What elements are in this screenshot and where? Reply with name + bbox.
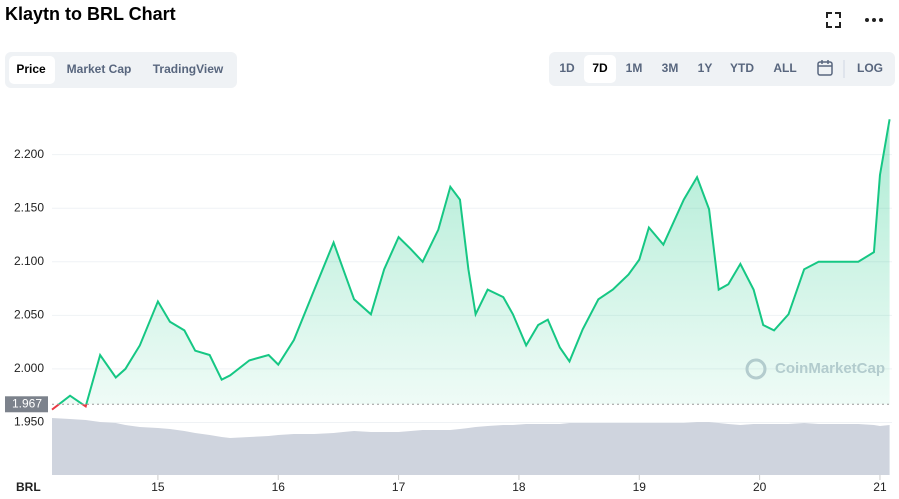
chart-title: Klaytn to BRL Chart — [5, 4, 176, 24]
tab-group — [5, 52, 237, 88]
range-button[interactable]: 7D — [592, 61, 608, 75]
active-range — [584, 55, 616, 83]
range-button[interactable]: 1M — [626, 61, 643, 75]
range-button[interactable]: 1Y — [698, 61, 713, 75]
volume-area — [52, 418, 890, 475]
current-price-label: 1.967 — [12, 396, 42, 410]
range-button[interactable]: YTD — [730, 61, 754, 75]
x-tick-label: 17 — [392, 480, 406, 494]
tab[interactable]: Price — [16, 62, 46, 76]
x-tick-label: 20 — [753, 480, 767, 494]
y-tick-label: 2.100 — [14, 254, 44, 268]
y-tick-label: 2.150 — [14, 200, 44, 214]
tab[interactable]: Market Cap — [67, 62, 132, 76]
currency-label: BRL — [16, 480, 41, 494]
range-group — [549, 52, 895, 86]
y-tick-label: 2.000 — [14, 361, 44, 375]
y-tick-label: 1.950 — [14, 415, 44, 429]
x-tick-label: 18 — [512, 480, 526, 494]
more-icon[interactable] — [865, 18, 883, 22]
x-tick-label: 21 — [873, 480, 887, 494]
active-tab — [9, 56, 55, 84]
x-tick-label: 15 — [151, 480, 165, 494]
x-tick-label: 19 — [633, 480, 647, 494]
range-button[interactable]: 3M — [662, 61, 679, 75]
current-price-box — [5, 396, 48, 413]
range-button[interactable]: ALL — [773, 61, 796, 75]
price-line — [57, 119, 891, 405]
range-button[interactable]: 1D — [559, 61, 575, 75]
expand-icon[interactable] — [826, 12, 841, 28]
calendar-icon[interactable] — [817, 60, 833, 76]
price-area — [58, 119, 890, 405]
x-tick-label: 16 — [272, 480, 286, 494]
tab[interactable]: TradingView — [153, 62, 224, 76]
log-button[interactable]: LOG — [857, 61, 883, 75]
y-tick-label: 2.050 — [14, 308, 44, 322]
y-tick-label: 2.200 — [14, 147, 44, 161]
